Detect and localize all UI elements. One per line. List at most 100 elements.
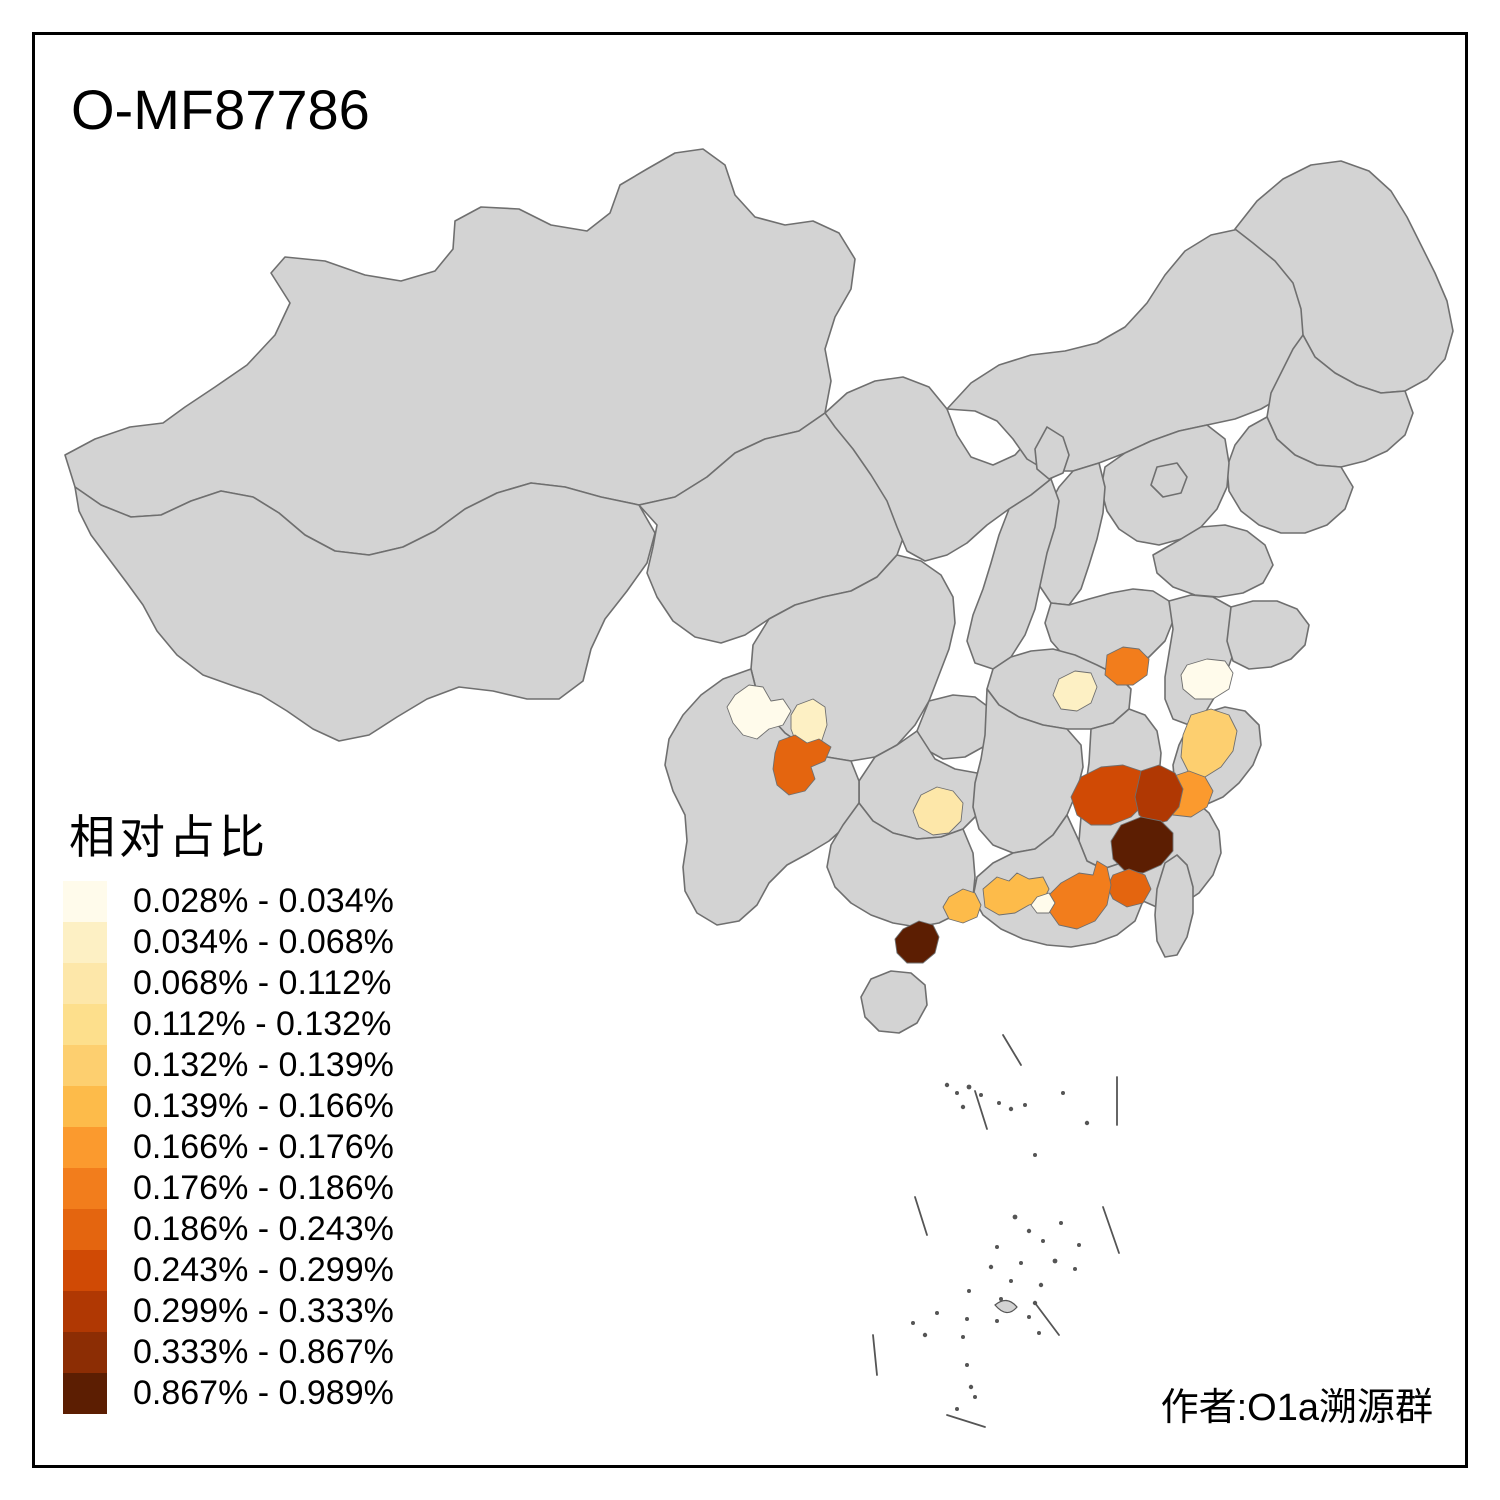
islet	[995, 1319, 999, 1323]
islet	[979, 1093, 983, 1097]
area-henan-south	[1052, 670, 1098, 712]
legend-label: 0.139% - 0.166%	[133, 1087, 394, 1125]
legend-label: 0.132% - 0.139%	[133, 1046, 394, 1084]
legend-label: 0.176% - 0.186%	[133, 1169, 394, 1207]
legend-label: 0.243% - 0.299%	[133, 1251, 394, 1289]
legend-row[interactable]: 0.867% - 0.989%	[63, 1373, 394, 1414]
legend-label: 0.299% - 0.333%	[133, 1292, 394, 1330]
islet	[968, 1384, 974, 1390]
islet	[1038, 1282, 1044, 1288]
islet	[973, 1395, 977, 1399]
legend-row[interactable]: 0.243% - 0.299%	[63, 1250, 394, 1291]
islet	[999, 1297, 1003, 1301]
islet	[922, 1332, 928, 1338]
province-hainan	[860, 970, 928, 1034]
islet-reef	[994, 1299, 1018, 1314]
area-guangdong-small	[1030, 892, 1056, 914]
province-heilongjiang	[1234, 160, 1454, 394]
area-guangdong-center	[982, 872, 1050, 916]
author-credit: 作者:O1a溯源群	[1160, 1387, 1433, 1429]
islet	[1037, 1331, 1041, 1335]
province-liaoning	[1226, 416, 1354, 534]
islet	[935, 1311, 939, 1315]
islet	[960, 1104, 966, 1110]
legend-rows: 0.028% - 0.034% 0.034% - 0.068% 0.068% -…	[63, 881, 394, 1414]
legend-row[interactable]: 0.034% - 0.068%	[63, 922, 394, 963]
sea-islets-layer	[911, 1082, 1090, 1411]
china-choropleth-map	[64, 148, 1454, 1428]
south-china-sea-layer	[872, 1034, 1120, 1428]
legend-row[interactable]: 0.166% - 0.176%	[63, 1127, 394, 1168]
legend-swatch	[63, 1045, 107, 1086]
islet	[1012, 1214, 1018, 1220]
legend-swatch	[63, 1209, 107, 1250]
islet	[967, 1289, 971, 1293]
islet	[1052, 1258, 1058, 1264]
legend-label: 0.034% - 0.068%	[133, 923, 394, 961]
islet	[1033, 1153, 1037, 1157]
province-jiangsu	[1226, 600, 1310, 670]
area-anhui-north	[1104, 646, 1150, 686]
islet	[1023, 1103, 1027, 1107]
area-zhejiang-north	[1180, 708, 1238, 778]
legend-title: 相对占比	[69, 811, 269, 863]
legend-row[interactable]: 0.333% - 0.867%	[63, 1332, 394, 1373]
area-fujian-north	[1134, 764, 1184, 826]
area-jiangsu-shanghai	[1180, 658, 1234, 700]
area-hunan-east	[912, 786, 964, 836]
legend-swatch	[63, 922, 107, 963]
legend-swatch	[63, 1291, 107, 1332]
legend-row[interactable]: 0.176% - 0.186%	[63, 1168, 394, 1209]
islet	[1059, 1221, 1063, 1225]
islet	[911, 1321, 915, 1325]
province-tibet	[74, 482, 656, 742]
area-guangxi-south	[894, 920, 940, 964]
legend-row[interactable]: 0.299% - 0.333%	[63, 1291, 394, 1332]
islet	[1041, 1239, 1045, 1243]
islet	[961, 1335, 965, 1339]
islet	[1009, 1279, 1013, 1283]
islet	[1061, 1091, 1065, 1095]
dash-line-2	[974, 1090, 988, 1130]
area-chongqing	[772, 734, 832, 796]
area-fujian-center	[1110, 816, 1174, 874]
islet	[1027, 1315, 1031, 1319]
province-shaanxi	[966, 478, 1060, 670]
islet	[966, 1084, 972, 1090]
islet	[955, 1091, 959, 1095]
map-canvas	[35, 35, 1471, 1471]
islet	[1019, 1261, 1023, 1265]
islet	[1077, 1243, 1081, 1247]
legend-swatch	[63, 1004, 107, 1045]
islet	[988, 1264, 994, 1270]
legend-label: 0.867% - 0.989%	[133, 1374, 394, 1412]
islet	[995, 1245, 999, 1249]
province-ningxia	[1034, 426, 1070, 480]
legend-row[interactable]: 0.186% - 0.243%	[63, 1209, 394, 1250]
page-title: O-MF87786	[71, 78, 370, 141]
legend-label: 0.068% - 0.112%	[133, 964, 392, 1002]
legend-row[interactable]: 0.139% - 0.166%	[63, 1086, 394, 1127]
legend-swatch	[63, 1168, 107, 1209]
dash-line-8	[946, 1414, 986, 1428]
legend-swatch	[63, 1086, 107, 1127]
legend-label: 0.112% - 0.132%	[133, 1005, 392, 1043]
province-beijing	[1150, 462, 1188, 498]
legend-row[interactable]: 0.112% - 0.132%	[63, 1004, 394, 1045]
legend-swatch	[63, 1373, 107, 1414]
islet	[1032, 1300, 1038, 1306]
legend-row[interactable]: 0.132% - 0.139%	[63, 1045, 394, 1086]
legend-label: 0.166% - 0.176%	[133, 1128, 394, 1166]
islet	[1073, 1267, 1077, 1271]
legend: 相对占比 0.028% - 0.034% 0.034% - 0.068% 0.0…	[63, 801, 394, 1414]
islet	[1084, 1120, 1090, 1126]
legend-swatch	[63, 881, 107, 922]
legend-row[interactable]: 0.028% - 0.034%	[63, 881, 394, 922]
islet	[955, 1407, 959, 1411]
islet	[944, 1082, 950, 1088]
legend-row[interactable]: 0.068% - 0.112%	[63, 963, 394, 1004]
islet	[997, 1101, 1001, 1105]
area-guangdong-coast	[942, 888, 982, 924]
province-jilin	[1266, 334, 1414, 468]
province-anhui	[1164, 594, 1240, 726]
